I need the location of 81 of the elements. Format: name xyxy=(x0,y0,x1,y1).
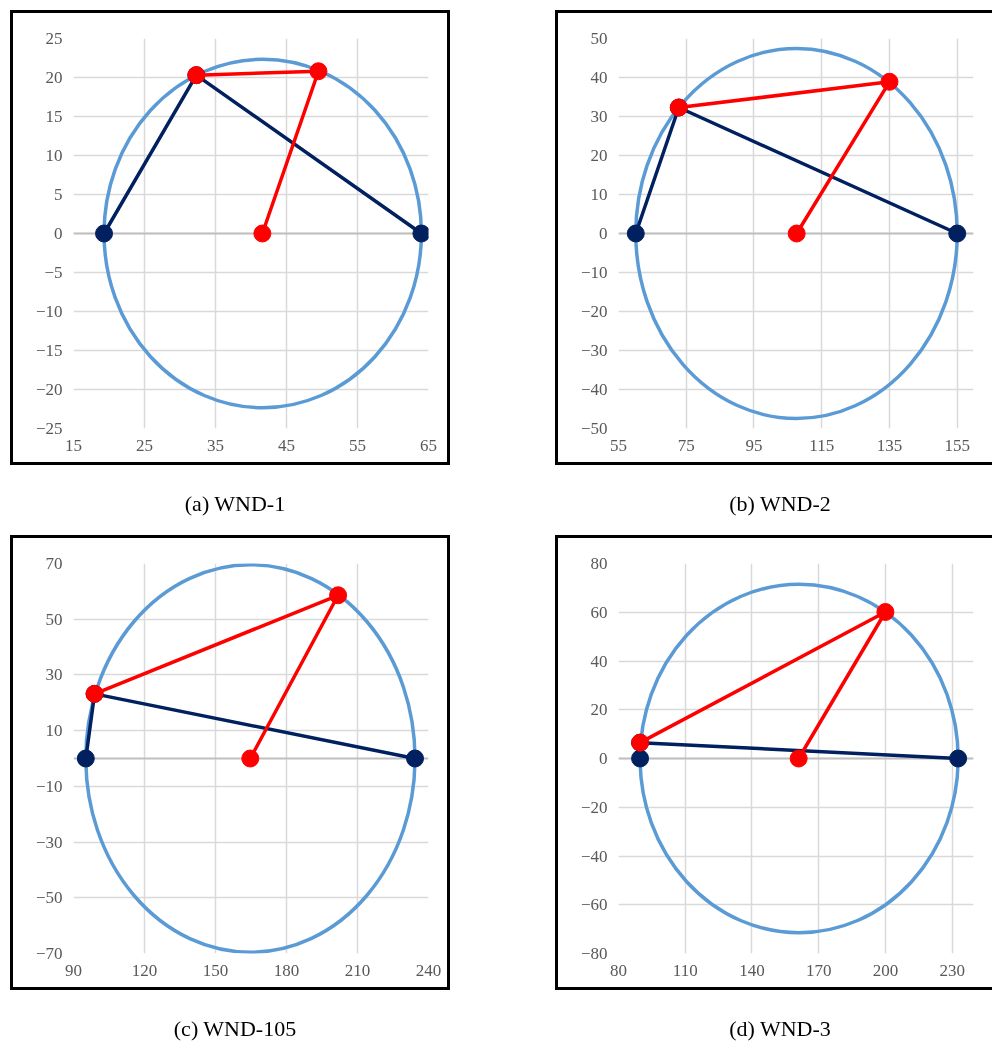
y-tick-label: −10 xyxy=(35,302,63,321)
point xyxy=(789,749,808,768)
x-tick-label: 180 xyxy=(273,960,300,980)
x-tick-label: 110 xyxy=(672,960,698,980)
y-tick-label: −20 xyxy=(35,380,63,399)
x-tick-label: 65 xyxy=(420,435,437,455)
y-tick-label: −10 xyxy=(580,263,608,282)
y-tick-label: −5 xyxy=(44,263,63,282)
x-tick-label: 120 xyxy=(131,960,158,980)
y-tick-label: 0 xyxy=(54,224,63,243)
y-tick-label: 50 xyxy=(45,609,63,629)
y-tick-label: −50 xyxy=(580,419,608,438)
y-tick-label: 15 xyxy=(45,107,63,126)
y-tick-label: 40 xyxy=(590,68,608,87)
y-tick-label: 30 xyxy=(590,107,608,126)
point xyxy=(949,749,968,768)
y-tick-label: −20 xyxy=(580,302,608,321)
y-tick-label: −70 xyxy=(35,944,63,963)
x-tick-label: 210 xyxy=(344,960,371,980)
point xyxy=(95,224,114,243)
text: (c) WND-105 xyxy=(173,1015,297,1043)
y-tick-label: 25 xyxy=(45,29,63,48)
y-tick-label: −50 xyxy=(35,888,63,908)
point xyxy=(412,224,429,243)
y-tick-label: −10 xyxy=(35,776,63,796)
y-tick-label: 0 xyxy=(599,749,608,768)
y-tick-label: 0 xyxy=(599,224,608,243)
y-tick-label: −25 xyxy=(35,419,63,438)
point xyxy=(253,224,272,243)
x-tick-label: 170 xyxy=(805,960,832,980)
y-tick-label: −60 xyxy=(580,895,608,915)
y-tick-label: −80 xyxy=(580,944,608,963)
x-tick-label: 55 xyxy=(610,435,627,455)
x-tick-label: 35 xyxy=(207,435,224,455)
x-tick-label: 45 xyxy=(278,435,295,455)
x-tick-label: 200 xyxy=(872,960,899,980)
y-tick-label: 20 xyxy=(45,68,63,87)
point xyxy=(880,72,899,91)
x-tick-label: 75 xyxy=(677,435,695,455)
x-tick-label: 95 xyxy=(745,435,763,455)
point xyxy=(329,586,348,605)
x-tick-label: 140 xyxy=(739,960,765,980)
x-tick-label: 115 xyxy=(809,435,835,455)
point xyxy=(948,224,967,243)
point xyxy=(631,749,650,768)
point xyxy=(876,603,895,621)
y-tick-label: −15 xyxy=(35,341,63,360)
x-tick-label: 25 xyxy=(136,435,153,455)
text: (b) WND-2 xyxy=(729,490,831,518)
y-tick-label: 5 xyxy=(54,185,63,204)
y-tick-label: 50 xyxy=(590,29,608,48)
x-tick-label: 90 xyxy=(65,960,82,980)
x-tick-label: 240 xyxy=(415,960,442,980)
text: (d) WND-3 xyxy=(729,1015,831,1043)
y-tick-label: −40 xyxy=(580,846,608,866)
point xyxy=(241,749,260,768)
y-tick-label: 80 xyxy=(590,554,608,573)
point xyxy=(406,749,425,768)
text: (a) WND-1 xyxy=(184,490,286,518)
y-tick-label: 30 xyxy=(45,665,63,685)
x-tick-label: 230 xyxy=(939,960,965,980)
point xyxy=(626,224,645,243)
y-tick-label: 60 xyxy=(590,602,608,622)
point xyxy=(309,62,328,81)
x-tick-label: 155 xyxy=(944,435,970,455)
x-tick-label: 150 xyxy=(202,960,229,980)
y-tick-label: −20 xyxy=(580,797,608,817)
point xyxy=(76,749,95,768)
y-tick-label: 10 xyxy=(45,721,63,741)
y-tick-label: 20 xyxy=(590,700,608,720)
y-tick-label: −40 xyxy=(580,380,608,399)
y-tick-label: −30 xyxy=(35,832,63,852)
y-tick-label: −30 xyxy=(580,341,608,360)
x-tick-label: 135 xyxy=(876,435,903,455)
y-tick-label: 70 xyxy=(45,554,63,573)
y-tick-label: 20 xyxy=(590,146,608,165)
x-tick-label: 55 xyxy=(349,435,366,455)
y-tick-label: 10 xyxy=(590,185,608,204)
y-tick-label: 10 xyxy=(45,146,63,165)
y-tick-label: 40 xyxy=(590,651,608,671)
point xyxy=(787,224,806,243)
